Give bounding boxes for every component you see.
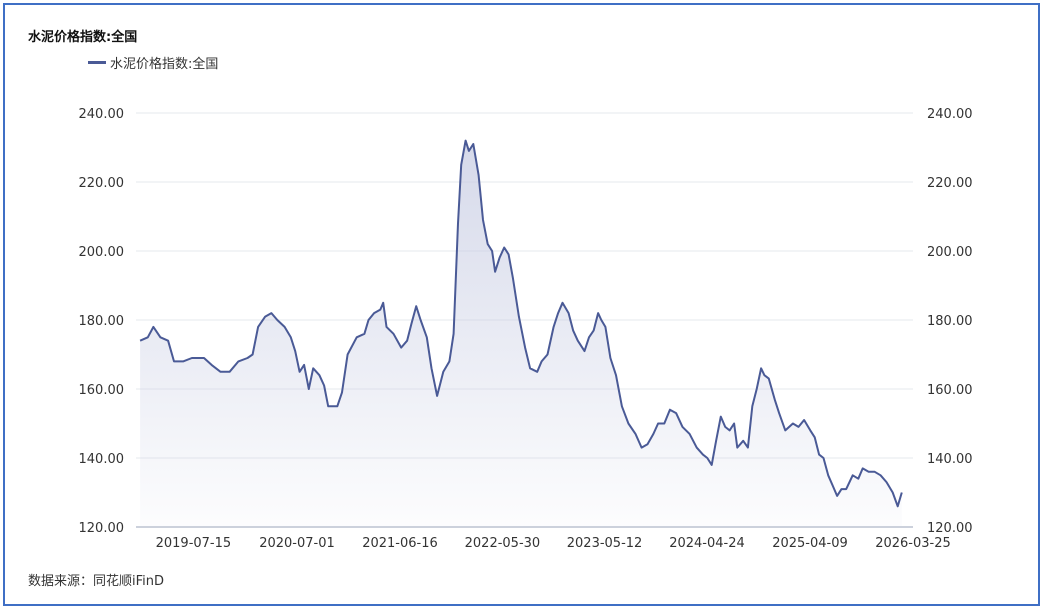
- x-tick-label: 2024-04-24: [669, 536, 745, 551]
- y-tick-label-right: 140.00: [927, 452, 973, 467]
- y-axis-left: 120.00 140.00 160.00 180.00 200.00 220.00 240.…: [79, 107, 125, 536]
- legend-label: 水泥价格指数:全国: [110, 57, 219, 72]
- y-tick-label-left: 220.00: [79, 176, 125, 191]
- y-tick-label-right: 200.00: [927, 245, 973, 260]
- y-tick-label-left: 200.00: [79, 245, 125, 260]
- y-tick-label-right: 160.00: [927, 383, 973, 398]
- x-tick-label: 2026-03-25: [875, 536, 951, 551]
- legend[interactable]: 水泥价格指数:全国: [88, 53, 218, 72]
- x-tick-label: 2020-07-01: [259, 536, 335, 551]
- y-tick-label-right: 240.00: [927, 107, 973, 122]
- x-tick-label: 2023-05-12: [567, 536, 643, 551]
- x-tick-label: 2019-07-15: [156, 536, 232, 551]
- y-axis-right: 120.00 140.00 160.00 180.00 200.00 220.00 240.…: [927, 107, 973, 536]
- legend-swatch: [88, 61, 106, 64]
- chart-title: 水泥价格指数:全国: [28, 30, 138, 45]
- y-tick-label-left: 120.00: [79, 521, 125, 536]
- y-tick-label-left: 240.00: [79, 107, 125, 122]
- series-line[interactable]: [139, 139, 903, 508]
- y-tick-label-right: 180.00: [927, 314, 973, 329]
- series-area-fill: [140, 140, 902, 527]
- x-tick-label: 2025-04-09: [772, 536, 848, 551]
- x-tick-label: 2021-06-16: [362, 536, 438, 551]
- y-tick-label-right: 220.00: [927, 176, 973, 191]
- y-tick-label-left: 140.00: [79, 452, 125, 467]
- x-tick-label: 2022-05-30: [465, 536, 541, 551]
- y-tick-label-left: 160.00: [79, 383, 125, 398]
- y-tick-label-left: 180.00: [79, 314, 125, 329]
- x-axis: 2019-07-15 2020-07-01 2021-06-16 2022-05-30…: [156, 536, 951, 551]
- data-source: 数据来源：同花顺iFinD: [28, 574, 165, 589]
- y-tick-label-right: 120.00: [927, 521, 973, 536]
